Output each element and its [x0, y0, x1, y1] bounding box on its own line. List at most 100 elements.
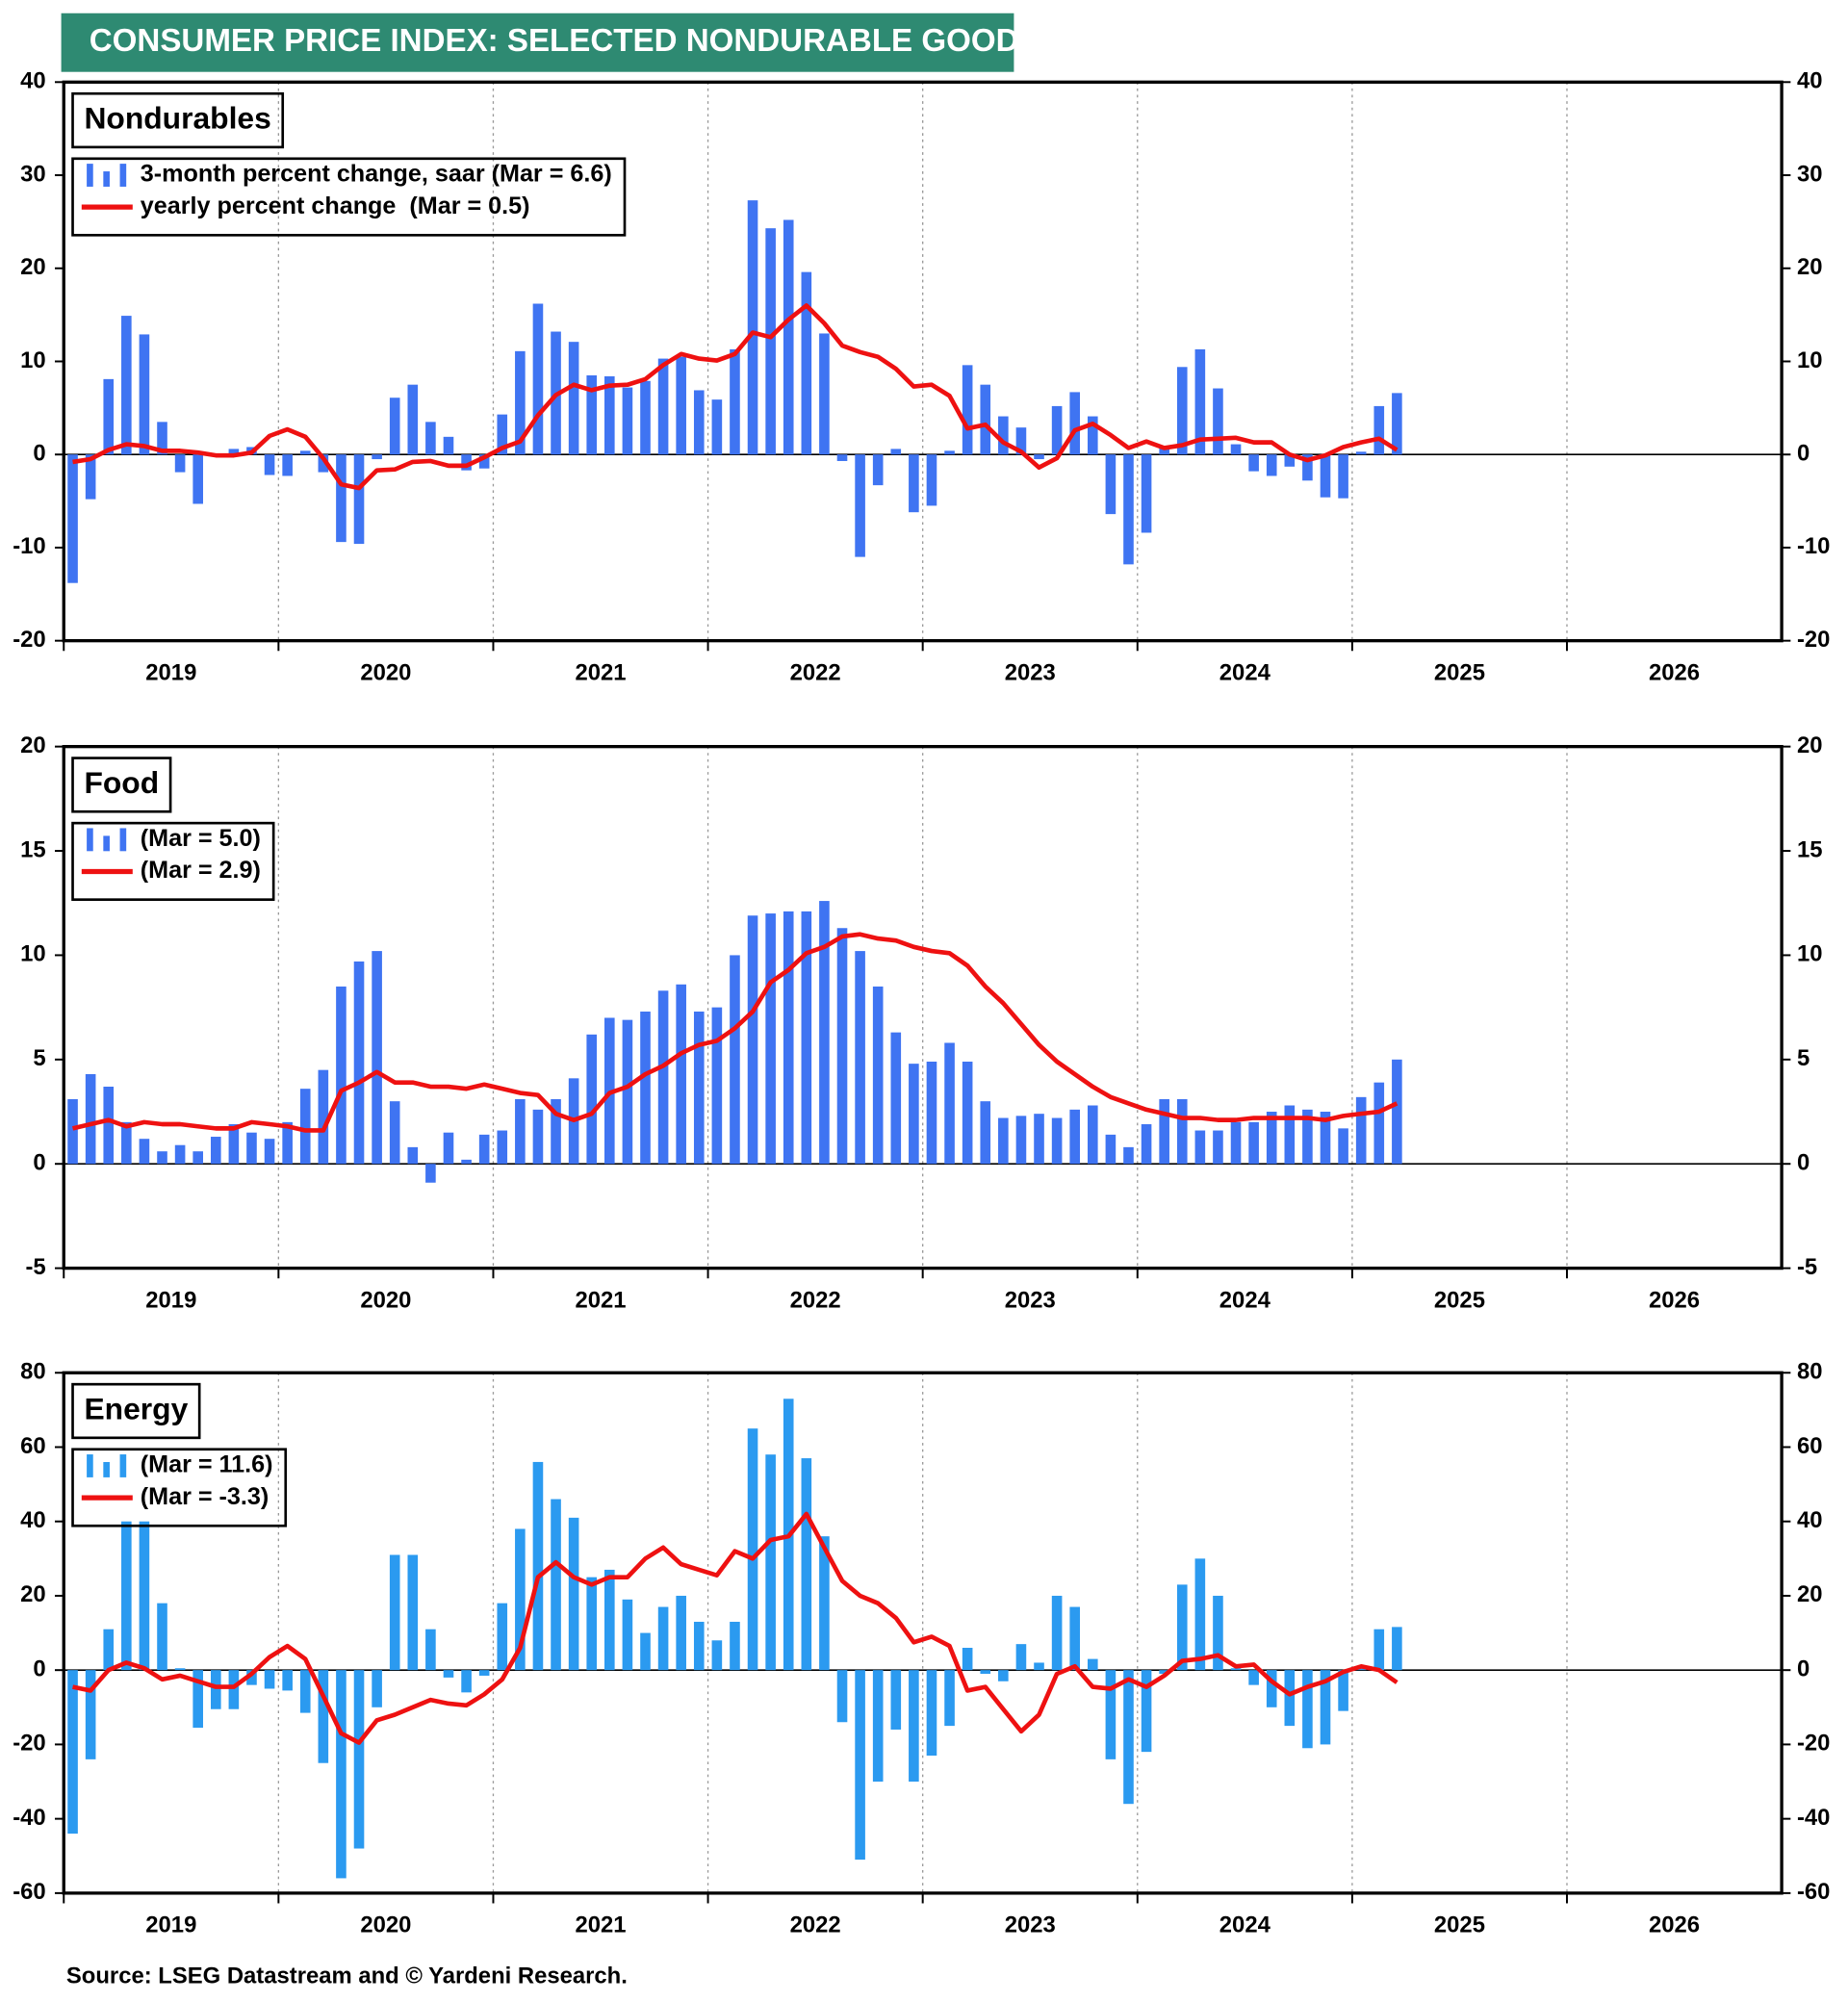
- bar: [85, 454, 96, 500]
- bar: [1284, 1105, 1296, 1165]
- bar: [336, 454, 346, 543]
- bar: [640, 1011, 651, 1165]
- bar: [783, 911, 794, 1165]
- bar: [1159, 1099, 1169, 1165]
- bar: [282, 1670, 293, 1691]
- bar: [1230, 1121, 1242, 1165]
- bar: [1159, 447, 1169, 455]
- bar: [1105, 1134, 1116, 1165]
- legend-box: [71, 1448, 288, 1527]
- bar: [1213, 388, 1223, 455]
- bar: [980, 384, 991, 455]
- bar: [192, 1670, 203, 1729]
- bar: [676, 984, 686, 1165]
- bar: [836, 454, 848, 461]
- bar: [980, 1101, 991, 1165]
- y-tick-label: 40: [20, 68, 46, 94]
- bar: [318, 454, 329, 473]
- y-tick-label-right: -40: [1797, 1805, 1830, 1831]
- panel-title: Food: [84, 765, 159, 800]
- bar: [962, 1061, 973, 1165]
- bar: [1302, 454, 1313, 481]
- bar: [998, 1670, 1009, 1681]
- bar: [1088, 1105, 1098, 1165]
- bar: [1194, 1130, 1206, 1165]
- y-tick-label-right: 60: [1797, 1433, 1823, 1459]
- bar: [909, 1670, 919, 1783]
- bar: [1105, 454, 1116, 515]
- bar: [640, 380, 651, 455]
- bar: [765, 228, 776, 455]
- y-tick-label-right: 20: [1797, 732, 1823, 758]
- x-tick-label: 2020: [360, 1287, 411, 1313]
- page-title: CONSUMER PRICE INDEX: SELECTED NONDURABL…: [90, 23, 1040, 59]
- bar: [1355, 1096, 1367, 1165]
- bar: [532, 1109, 544, 1165]
- bar: [1338, 454, 1348, 499]
- legend-swatch: [119, 1454, 127, 1477]
- x-tick-label: 2019: [145, 659, 196, 685]
- bar: [157, 1603, 167, 1671]
- y-tick-label: -20: [13, 1731, 45, 1757]
- bar: [872, 1670, 884, 1783]
- bar: [299, 450, 311, 455]
- bar: [622, 1599, 633, 1671]
- bar: [1230, 1668, 1242, 1671]
- bar: [1051, 1117, 1063, 1165]
- bar: [353, 454, 365, 545]
- y-tick-label-right: 80: [1797, 1359, 1823, 1385]
- bar: [1088, 416, 1098, 455]
- bar: [730, 955, 740, 1165]
- bar: [676, 1595, 686, 1671]
- bar: [1320, 1112, 1331, 1165]
- bar: [1051, 405, 1063, 455]
- legend-label: (Mar = 2.9): [141, 857, 261, 884]
- bar: [389, 1101, 400, 1165]
- bar: [1373, 1082, 1385, 1165]
- x-tick-label: 2019: [145, 1287, 196, 1313]
- bar: [497, 1130, 508, 1165]
- legend-box: [71, 821, 275, 901]
- bar: [353, 1670, 365, 1849]
- y-tick-label-right: 40: [1797, 68, 1823, 94]
- bar: [801, 911, 812, 1165]
- bar: [568, 1517, 579, 1671]
- plot-frame: [62, 744, 1784, 1270]
- bar: [1176, 367, 1188, 455]
- x-tick-label: 2024: [1219, 1287, 1271, 1313]
- bar: [1051, 1595, 1063, 1671]
- x-tick-label: 2020: [360, 659, 411, 685]
- bar: [443, 1670, 454, 1678]
- y-tick-label-right: -10: [1797, 533, 1830, 559]
- x-tick-label: 2022: [790, 659, 841, 685]
- bar: [103, 378, 115, 455]
- bar: [389, 398, 400, 455]
- legend-label: yearly percent change (Mar = 0.5): [141, 192, 530, 219]
- legend-label: (Mar = 5.0): [141, 825, 261, 852]
- bar: [461, 454, 472, 471]
- x-tick-label: 2024: [1219, 659, 1271, 685]
- x-tick-label: 2025: [1434, 1287, 1485, 1313]
- bar: [1015, 1644, 1027, 1671]
- bar: [336, 1670, 346, 1879]
- bar: [1248, 1121, 1259, 1165]
- bar: [425, 1164, 436, 1183]
- bar: [1123, 1670, 1134, 1805]
- bar: [228, 449, 240, 455]
- y-tick-label: 0: [33, 1150, 45, 1176]
- legend-box: [71, 157, 627, 237]
- bar: [443, 1132, 454, 1165]
- bar: [890, 449, 902, 455]
- bar: [926, 1061, 937, 1165]
- bar: [228, 1124, 240, 1165]
- bar: [586, 1034, 598, 1165]
- bar: [855, 454, 865, 557]
- bar: [67, 1099, 78, 1165]
- y-tick-label-right: -20: [1797, 627, 1830, 653]
- bar: [1034, 454, 1044, 460]
- bar: [1034, 1662, 1044, 1671]
- bar: [532, 1461, 544, 1671]
- bar: [1034, 1114, 1044, 1165]
